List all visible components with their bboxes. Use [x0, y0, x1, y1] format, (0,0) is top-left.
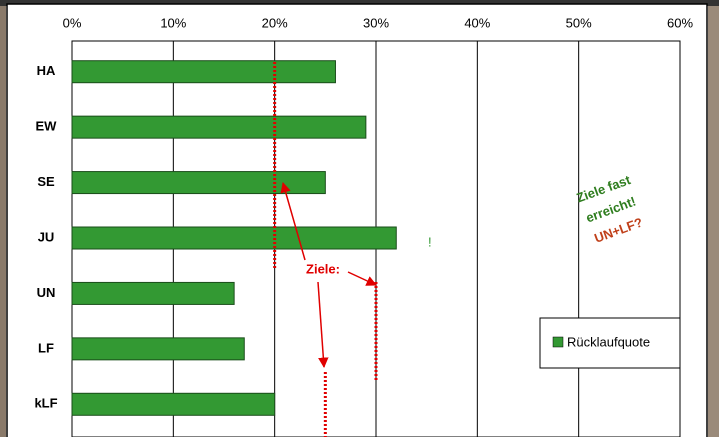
- target-arrow: [347, 271, 377, 286]
- legend-box: [539, 317, 681, 369]
- legend-label: Rücklaufquote: [567, 334, 650, 349]
- bar: [71, 337, 245, 361]
- side-photo: [0, 6, 6, 437]
- target-label: Ziele:: [306, 261, 340, 276]
- top-edge: [0, 0, 719, 6]
- x-tick-label: 20%: [262, 15, 288, 30]
- bar: [71, 281, 235, 305]
- y-tick-label: JU: [38, 229, 55, 244]
- bar: [71, 115, 367, 139]
- y-tick-label: SE: [37, 174, 55, 189]
- x-tick-label: 10%: [160, 15, 186, 30]
- x-tick-label: 60%: [667, 15, 693, 30]
- x-tick-label: 50%: [566, 15, 592, 30]
- legend-swatch: [552, 336, 564, 348]
- target-arrow: [317, 281, 329, 369]
- x-tick-label: 0%: [63, 15, 82, 30]
- y-tick-label: EW: [36, 119, 58, 134]
- y-tick-label: LF: [38, 340, 54, 355]
- bar: [71, 171, 326, 195]
- y-tick-label: kLF: [34, 396, 57, 411]
- y-tick-label: HA: [37, 63, 56, 78]
- side-photo: [708, 6, 719, 437]
- x-tick-label: 30%: [363, 15, 389, 30]
- bar: [71, 226, 397, 250]
- target-arrow: [280, 181, 306, 261]
- bar: [71, 392, 276, 416]
- mark-label: !: [428, 234, 432, 249]
- legend: Rücklaufquote: [539, 317, 681, 369]
- y-tick-label: UN: [37, 285, 56, 300]
- bar: [71, 60, 336, 84]
- x-tick-label: 40%: [464, 15, 490, 30]
